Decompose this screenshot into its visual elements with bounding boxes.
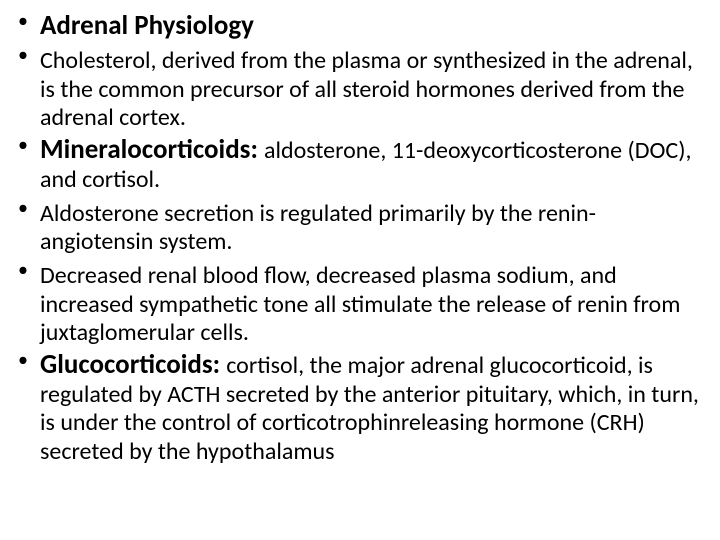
bullet-item: Decreased renal blood flow, decreased pl… (12, 259, 708, 347)
bullet-body: Decreased renal blood flow, decreased pl… (40, 261, 680, 347)
bullet-list: Adrenal Physiology Cholesterol, derived … (12, 10, 708, 466)
bullet-heading: Mineralocorticoids: (40, 133, 264, 166)
bullet-heading: Glucocorticoids: (40, 348, 226, 381)
bullet-body: Cholesterol, derived from the plasma or … (40, 46, 693, 132)
bullet-item: Glucocorticoids: cortisol, the major adr… (12, 349, 708, 466)
bullet-item: Aldosterone secretion is regulated prima… (12, 197, 708, 257)
bullet-item: Cholesterol, derived from the plasma or … (12, 44, 708, 132)
bullet-item: Adrenal Physiology (12, 10, 708, 42)
bullet-item: Mineralocorticoids: aldosterone, 11-deox… (12, 134, 708, 194)
bullet-heading: Adrenal Physiology (40, 9, 254, 42)
bullet-body: Aldosterone secretion is regulated prima… (40, 199, 596, 257)
